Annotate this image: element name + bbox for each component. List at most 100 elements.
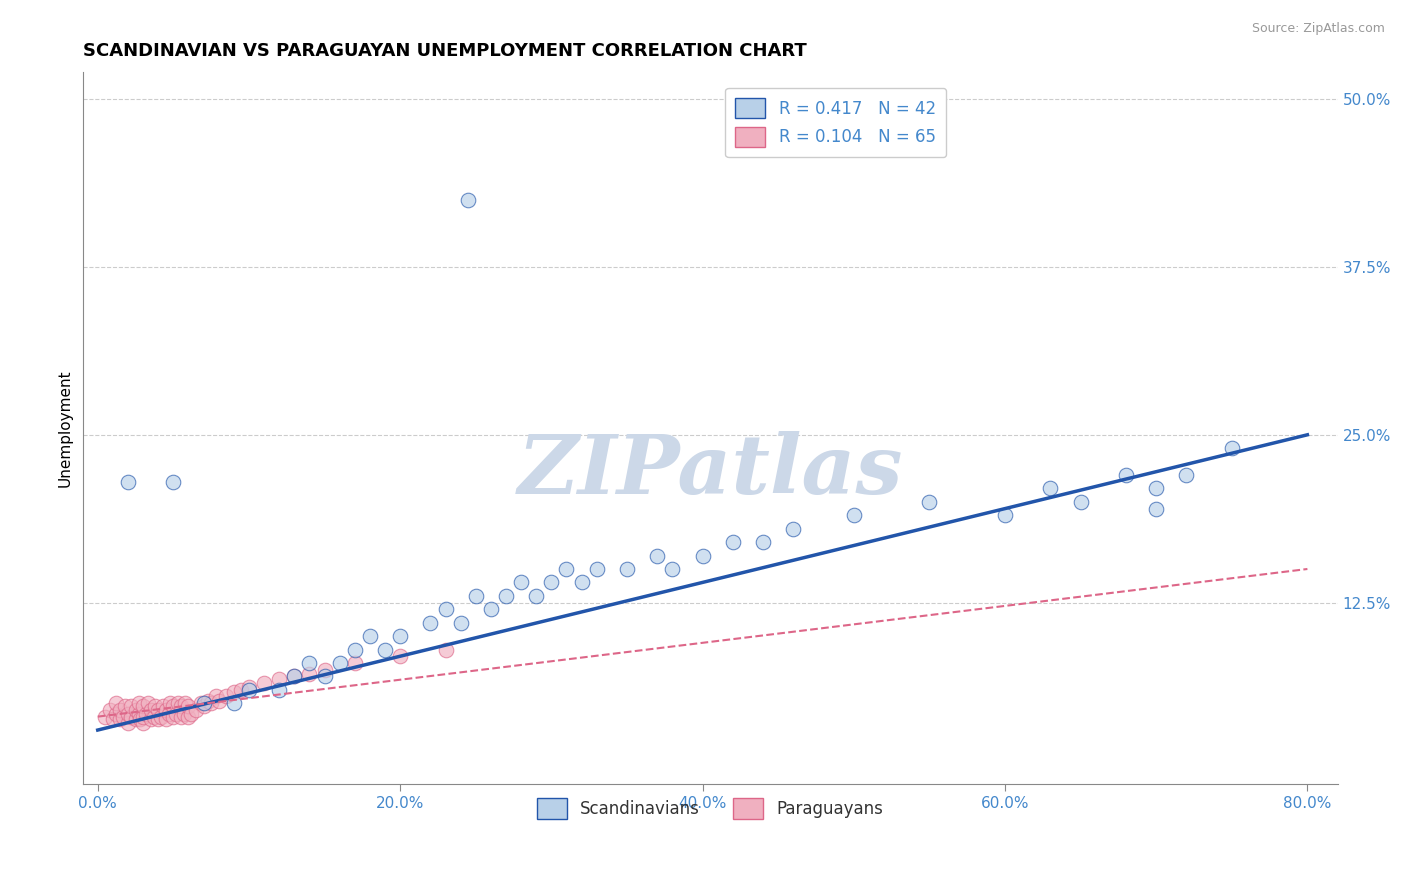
Point [1175, 468, 1198, 483]
Point [124, 712, 146, 726]
Point [135, 706, 157, 721]
Point [1144, 501, 1167, 516]
Point [170, 709, 193, 723]
Text: ZIPatlas: ZIPatlas [517, 431, 903, 511]
Point [162, 709, 184, 723]
Point [752, 535, 775, 549]
Point [174, 696, 197, 710]
Point [120, 709, 142, 723]
Point [1039, 482, 1062, 496]
Point [782, 522, 804, 536]
Point [389, 649, 412, 664]
Point [193, 696, 215, 710]
Point [132, 698, 155, 713]
Point [208, 693, 231, 707]
Point [110, 712, 132, 726]
Point [419, 615, 441, 630]
Point [190, 696, 212, 710]
Point [114, 698, 136, 713]
Point [495, 589, 517, 603]
Point [94, 709, 117, 723]
Point [238, 680, 260, 694]
Point [269, 672, 291, 686]
Point [132, 716, 155, 731]
Point [139, 703, 162, 717]
Point [166, 696, 188, 710]
Point [616, 562, 638, 576]
Point [269, 682, 291, 697]
Point [222, 685, 245, 699]
Point [1144, 482, 1167, 496]
Point [143, 698, 166, 713]
Point [555, 562, 578, 576]
Point [645, 549, 668, 563]
Text: Source: ZipAtlas.com: Source: ZipAtlas.com [1251, 22, 1385, 36]
Point [222, 696, 245, 710]
Point [464, 589, 486, 603]
Point [173, 706, 195, 721]
Point [104, 696, 127, 710]
Point [283, 669, 305, 683]
Point [162, 698, 184, 713]
Point [253, 676, 276, 690]
Point [157, 706, 180, 721]
Point [148, 712, 170, 726]
Point [238, 682, 260, 697]
Point [117, 475, 139, 489]
Point [1220, 441, 1243, 455]
Point [98, 703, 121, 717]
Point [314, 669, 336, 683]
Point [112, 709, 135, 723]
Legend: Scandinavians, Paraguayans: Scandinavians, Paraguayans [530, 791, 890, 825]
Point [479, 602, 502, 616]
Point [120, 698, 142, 713]
Point [1070, 495, 1092, 509]
Point [101, 712, 124, 726]
Point [434, 642, 457, 657]
Point [204, 690, 226, 704]
Point [721, 535, 744, 549]
Point [162, 475, 184, 489]
Point [389, 629, 412, 643]
Point [314, 663, 336, 677]
Point [117, 716, 139, 731]
Text: SCANDINAVIAN VS PARAGUAYAN UNEMPLOYMENT CORRELATION CHART: SCANDINAVIAN VS PARAGUAYAN UNEMPLOYMENT … [83, 42, 807, 60]
Point [200, 696, 222, 710]
Point [128, 696, 150, 710]
Point [692, 549, 714, 563]
Point [152, 698, 174, 713]
Point [298, 666, 321, 681]
Point [1115, 468, 1137, 483]
Point [159, 696, 181, 710]
Point [231, 682, 253, 697]
Point [343, 642, 366, 657]
Point [128, 706, 150, 721]
Point [450, 615, 472, 630]
Point [124, 703, 146, 717]
Point [104, 706, 127, 721]
Point [193, 698, 215, 713]
Point [197, 693, 219, 707]
Point [994, 508, 1017, 523]
Point [571, 575, 593, 590]
Point [177, 709, 200, 723]
Y-axis label: Unemployment: Unemployment [58, 369, 72, 487]
Point [148, 703, 170, 717]
Point [180, 706, 202, 721]
Point [165, 706, 187, 721]
Point [117, 706, 139, 721]
Point [155, 712, 177, 726]
Point [842, 508, 865, 523]
Point [184, 703, 207, 717]
Point [457, 193, 479, 207]
Point [215, 690, 238, 704]
Point [110, 703, 132, 717]
Point [155, 703, 177, 717]
Point [139, 712, 162, 726]
Point [298, 656, 321, 670]
Point [129, 712, 152, 726]
Point [585, 562, 607, 576]
Point [434, 602, 457, 616]
Point [374, 642, 396, 657]
Point [170, 698, 193, 713]
